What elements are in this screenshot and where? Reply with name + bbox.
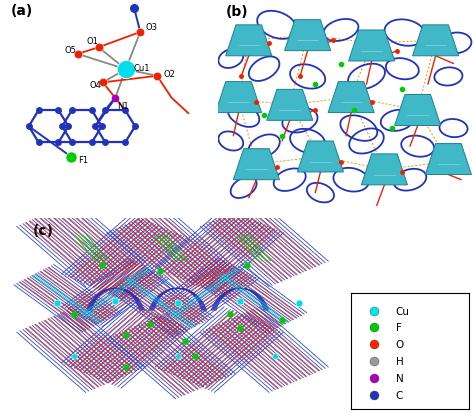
Polygon shape	[425, 144, 472, 175]
Text: C: C	[396, 390, 403, 400]
Text: F: F	[396, 323, 401, 332]
Text: Cu1: Cu1	[133, 63, 149, 72]
Polygon shape	[395, 95, 441, 126]
Text: O3: O3	[146, 23, 157, 32]
Polygon shape	[233, 150, 280, 180]
Text: F1: F1	[78, 155, 88, 164]
Text: H: H	[396, 356, 403, 366]
Text: Cu: Cu	[396, 306, 410, 316]
Text: O1: O1	[86, 37, 98, 46]
Polygon shape	[297, 142, 344, 173]
Polygon shape	[328, 83, 374, 113]
Text: N1: N1	[118, 102, 129, 111]
Polygon shape	[226, 26, 272, 57]
Polygon shape	[412, 26, 459, 57]
Polygon shape	[284, 21, 331, 52]
Polygon shape	[216, 83, 262, 113]
Text: (b): (b)	[226, 5, 248, 19]
Polygon shape	[361, 154, 408, 185]
Text: N: N	[396, 373, 403, 383]
Polygon shape	[348, 31, 395, 62]
Text: O5: O5	[64, 46, 76, 55]
Text: O4: O4	[89, 81, 101, 90]
Text: O2: O2	[163, 70, 175, 79]
Text: (c): (c)	[32, 223, 54, 237]
Text: (a): (a)	[11, 5, 33, 18]
Text: O: O	[396, 339, 404, 349]
Polygon shape	[267, 90, 313, 121]
